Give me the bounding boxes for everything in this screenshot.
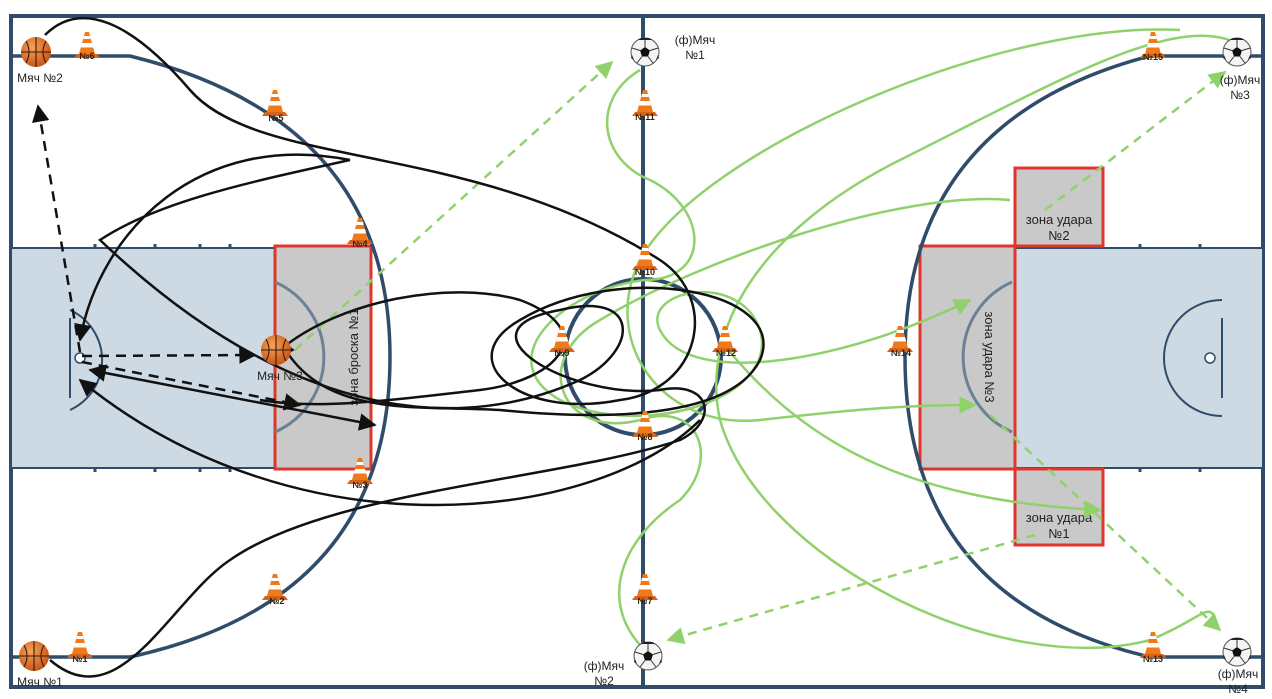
- svg-text:№14: №14: [891, 348, 911, 358]
- svg-text:№15: №15: [1143, 52, 1163, 62]
- kick-zone-2-label-1: зона удара: [1026, 212, 1093, 227]
- svg-text:№2: №2: [269, 596, 284, 606]
- cone-9: №9: [549, 326, 575, 358]
- right-key: [1014, 247, 1264, 469]
- svg-text:№11: №11: [635, 112, 655, 122]
- right-three-point-line: [903, 54, 1263, 659]
- fball-1-label-line2: №1: [685, 48, 705, 62]
- svg-text:№8: №8: [637, 432, 652, 442]
- cones: №1 №2 №3 №4 №5 №6 №7 №8 №9 №10 №11 №12 №…: [67, 32, 1166, 664]
- right-basket: [1204, 352, 1216, 364]
- kick-zone-3: [918, 244, 1017, 471]
- black-path: [74, 153, 351, 342]
- svg-text:№13: №13: [1143, 654, 1163, 664]
- fball-2-label-line1: (ф)Мяч: [584, 659, 625, 673]
- cone-7: №7: [632, 574, 658, 606]
- basketball-1: [18, 640, 50, 672]
- cone-10: №10: [632, 244, 658, 277]
- cone-6: №6: [74, 32, 100, 61]
- fball-2-label-line2: №2: [594, 674, 614, 688]
- kick-zone-2: [1013, 166, 1105, 248]
- black-dashed-pass: [81, 346, 257, 364]
- ball-3-label: Мяч №3: [257, 369, 303, 383]
- black-dashed-pass: [81, 360, 302, 411]
- basketball-2: [20, 36, 52, 68]
- green-dashed-pass: [989, 414, 1222, 632]
- soccer-ball-4: [1222, 637, 1252, 667]
- green-path: [719, 339, 1102, 518]
- black-dashed-passes: [32, 104, 302, 411]
- black-path: [88, 364, 377, 431]
- svg-text:№4: №4: [352, 239, 367, 249]
- cone-1: №1: [67, 632, 93, 664]
- cone-11: №11: [632, 90, 658, 122]
- fball-4-label-line2: №4: [1228, 682, 1248, 696]
- basketball-3: [260, 334, 292, 366]
- svg-text:№10: №10: [635, 267, 655, 277]
- kick-zone-3-label: зона удара №3: [982, 311, 997, 402]
- fball-1-label-line1: (ф)Мяч: [675, 33, 716, 47]
- green-path: [626, 28, 1181, 423]
- svg-text:№9: №9: [554, 348, 569, 358]
- soccer-ball-2: [633, 641, 663, 671]
- green-dashed-pass: [294, 60, 614, 351]
- black-dashed-pass: [32, 104, 82, 353]
- right-freethrow-arc: [961, 280, 1013, 434]
- fball-4-label-line1: (ф)Мяч: [1218, 667, 1259, 681]
- cone-4: №4: [347, 218, 373, 249]
- cone-12: №12: [712, 326, 738, 358]
- kick-zone-1-label-1: зона удара: [1026, 510, 1093, 525]
- svg-text:№5: №5: [268, 113, 283, 123]
- soccer-ball-1: [630, 37, 660, 67]
- black-path: [49, 158, 706, 678]
- ball-1-label: Мяч №1: [17, 675, 63, 689]
- svg-text:№12: №12: [716, 348, 736, 358]
- cone-13: №13: [1140, 632, 1166, 664]
- green-dashed-pass: [1044, 70, 1227, 211]
- fball-3-label-line2: №3: [1230, 88, 1250, 102]
- svg-text:№7: №7: [637, 596, 652, 606]
- cone-14: №14: [887, 326, 913, 358]
- svg-text:№3: №3: [352, 480, 367, 490]
- cone-5: №5: [262, 90, 288, 123]
- left-three-point-line: [11, 54, 392, 659]
- left-key: [10, 247, 276, 469]
- kick-zone-2-label-2: №2: [1048, 228, 1069, 243]
- svg-text:№1: №1: [72, 654, 87, 664]
- black-path: [78, 378, 701, 507]
- cone-2: №2: [262, 574, 288, 606]
- green-path: [715, 34, 1241, 650]
- fball-3-label-line1: (ф)Мяч: [1220, 73, 1261, 87]
- green-paths: [530, 28, 1241, 650]
- green-path: [530, 68, 972, 418]
- cone-15: №15: [1140, 32, 1166, 62]
- throw-zone-1-label: зона броска №1: [346, 308, 361, 405]
- green-dashed-passes: [294, 60, 1227, 645]
- right-restricted-arc: [1163, 299, 1223, 417]
- black-path: [44, 17, 765, 417]
- cone-3: №3: [347, 458, 373, 490]
- svg-text:№6: №6: [79, 51, 94, 61]
- soccer-ball-3: [1222, 37, 1252, 67]
- cone-8: №8: [632, 411, 658, 442]
- kick-zone-1-label-2: №1: [1048, 526, 1069, 541]
- ball-2-label: Мяч №2: [17, 71, 63, 85]
